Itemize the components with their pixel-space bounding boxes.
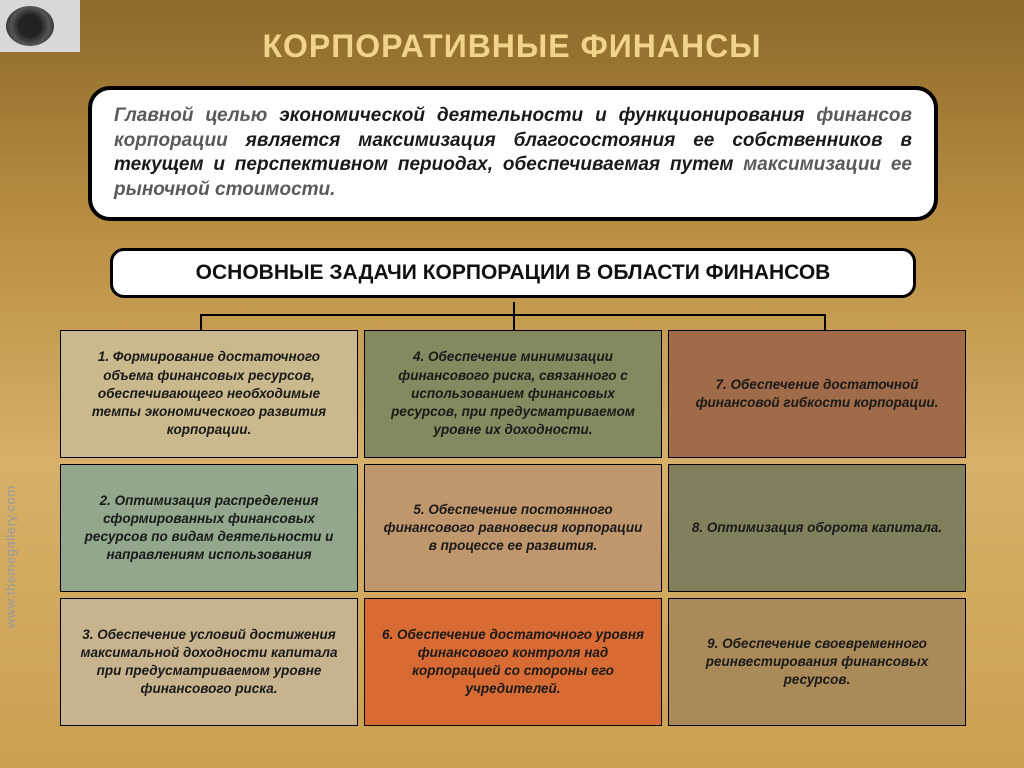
intro-text-1: экономической деятельности и функциониро… <box>267 105 816 126</box>
task-cell-1: 1. Формирование достаточного объема фина… <box>60 330 358 458</box>
task-cell-8: 6. Обеспечение достаточного уровня финан… <box>364 598 662 726</box>
watermark: www.themegallery.com <box>3 485 18 628</box>
intro-box: Главной целью экономической деятельности… <box>88 86 938 221</box>
subheading-box: ОСНОВНЫЕ ЗАДАЧИ КОРПОРАЦИИ В ОБЛАСТИ ФИН… <box>110 248 916 298</box>
task-cell-9: 9. Обеспечение своевременного реинвестир… <box>668 598 966 726</box>
task-cell-5: 5. Обеспечение постоянного финансового р… <box>364 464 662 592</box>
intro-highlight-1: Главной целью <box>114 105 267 126</box>
task-cell-2: 4. Обеспечение минимизации финансового р… <box>364 330 662 458</box>
page-title: КОРПОРАТИВНЫЕ ФИНАНСЫ <box>0 28 1024 65</box>
task-cell-4: 2. Оптимизация распределения сформирован… <box>60 464 358 592</box>
connector-lines <box>110 302 916 330</box>
task-cell-3: 7. Обеспечение достаточной финансовой ги… <box>668 330 966 458</box>
task-cell-7: 3. Обеспечение условий достижения максим… <box>60 598 358 726</box>
task-cell-6: 8. Оптимизация оборота капитала. <box>668 464 966 592</box>
tasks-grid: 1. Формирование достаточного объема фина… <box>60 330 966 726</box>
